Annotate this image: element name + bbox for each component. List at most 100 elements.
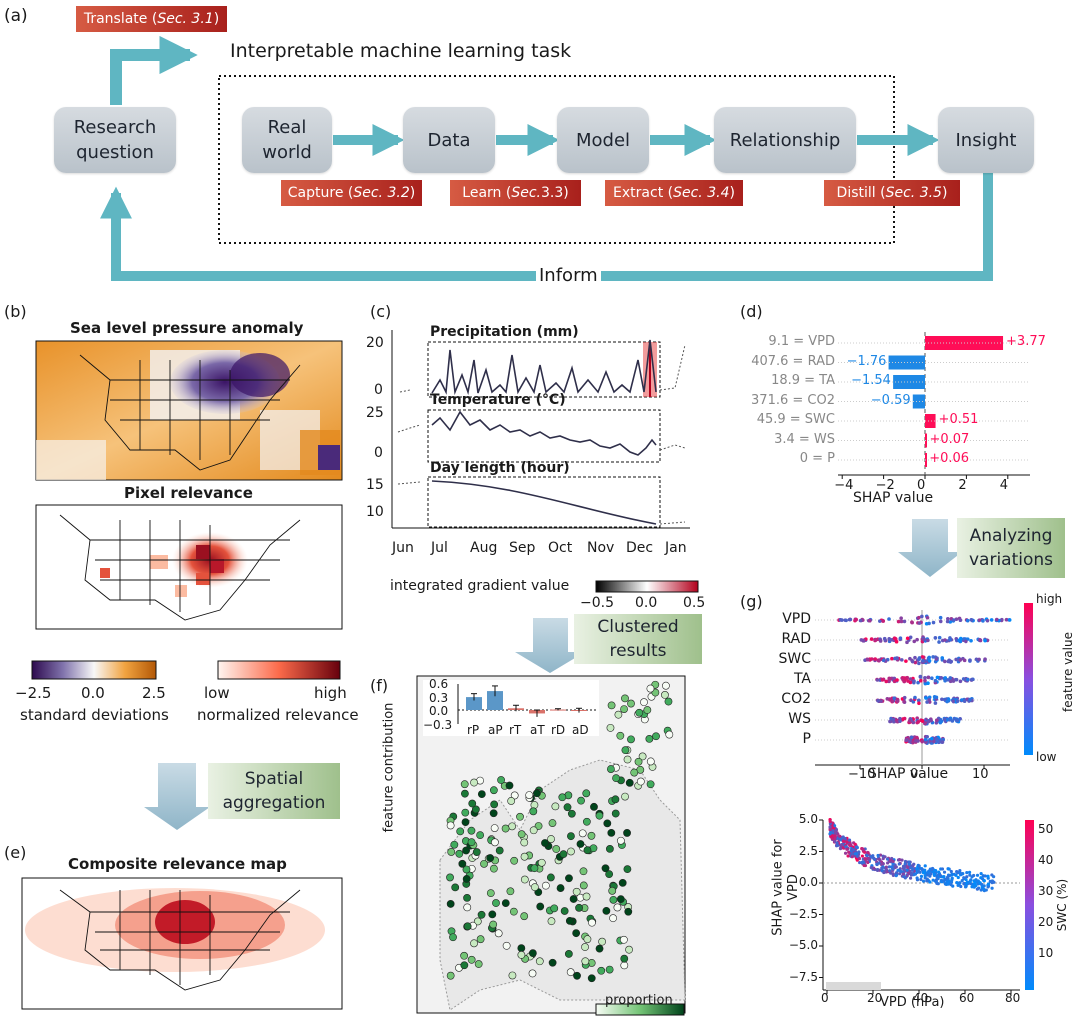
station-dot bbox=[582, 789, 591, 798]
beeswarm-point bbox=[930, 676, 934, 681]
dependence-point bbox=[851, 848, 855, 852]
station-dot bbox=[450, 840, 459, 849]
dependence-point bbox=[926, 870, 931, 874]
station-dot bbox=[597, 966, 606, 975]
beeswarm-point bbox=[948, 620, 953, 624]
station-dot bbox=[541, 881, 550, 890]
dependence-point bbox=[901, 872, 906, 876]
beeswarm-point bbox=[977, 657, 981, 662]
relevance-cbar-low: low bbox=[204, 684, 230, 702]
station-dot bbox=[607, 765, 615, 773]
relationship-box: Relationship bbox=[714, 107, 856, 173]
analyzing-variations-box: Analyzing variations bbox=[957, 518, 1065, 578]
beeswarm-point bbox=[927, 658, 932, 663]
beeswarm-point bbox=[939, 675, 944, 680]
dependence-point bbox=[876, 853, 880, 858]
beeswarm-point bbox=[969, 638, 973, 643]
station-dot bbox=[480, 859, 488, 868]
dependence-point bbox=[845, 847, 849, 851]
fc-cat-0: rP bbox=[467, 723, 480, 737]
station-dot bbox=[620, 954, 629, 963]
station-dot bbox=[621, 694, 629, 703]
dependence-point bbox=[962, 876, 966, 880]
model-box: Model bbox=[557, 107, 649, 173]
station-dot bbox=[517, 950, 526, 959]
beeswarm-point bbox=[981, 619, 985, 623]
dependence-point bbox=[986, 882, 991, 886]
station-dot bbox=[646, 780, 655, 789]
station-dot bbox=[489, 786, 498, 795]
dependence-point bbox=[923, 864, 927, 868]
beeswarm-point bbox=[917, 615, 921, 620]
beeswarm-point bbox=[958, 618, 963, 622]
beeswarm-point bbox=[1007, 618, 1012, 622]
dependence-point bbox=[860, 854, 864, 858]
dependence-point bbox=[847, 850, 851, 854]
beeswarm-point bbox=[923, 678, 927, 683]
beeswarm-point bbox=[899, 616, 903, 620]
beeswarm-point bbox=[938, 615, 943, 620]
beeswarm-point bbox=[913, 660, 918, 665]
dep-xlabel: VPD (hPa) bbox=[880, 995, 945, 1010]
dependence-point bbox=[949, 880, 954, 884]
beeswarm-point bbox=[958, 679, 963, 684]
beeswarm-point bbox=[923, 721, 928, 725]
beeswarm-point bbox=[918, 678, 923, 683]
beeswarm-point bbox=[983, 638, 987, 643]
dependence-point bbox=[964, 884, 968, 888]
station-dot bbox=[529, 826, 538, 835]
dependence-point bbox=[891, 859, 895, 863]
beeswarm-point bbox=[950, 719, 955, 723]
extract-tag-sec: Sec. 3.4 bbox=[673, 185, 730, 201]
dep-ytick-0: 5.0 bbox=[798, 812, 818, 826]
dependence-point bbox=[855, 845, 859, 850]
beeswarm-point bbox=[951, 679, 956, 683]
station-dot bbox=[625, 945, 633, 954]
dependence-point bbox=[841, 839, 846, 843]
station-dot bbox=[616, 731, 625, 740]
station-dot bbox=[474, 960, 483, 968]
slp-anomaly-map bbox=[35, 340, 343, 481]
spatial-line1: Spatial bbox=[244, 769, 304, 789]
spatial-aggregation-box: Spatial aggregation bbox=[208, 763, 340, 819]
relevance-colorbar bbox=[217, 660, 341, 680]
station-dot bbox=[613, 903, 622, 912]
station-dot bbox=[467, 955, 476, 964]
dependence-point bbox=[957, 881, 962, 885]
dependence-point bbox=[967, 870, 972, 874]
beeswarm-point bbox=[920, 655, 925, 659]
feature-value-colorbar bbox=[1024, 603, 1033, 755]
beeswarm-point bbox=[901, 717, 905, 721]
beeswarm-feature-3: TA bbox=[793, 671, 811, 687]
beeswarm-point bbox=[888, 719, 892, 724]
dependence-point bbox=[888, 869, 892, 873]
beeswarm-point bbox=[962, 699, 967, 704]
station-dot bbox=[535, 957, 544, 966]
dependence-point bbox=[982, 887, 986, 891]
station-dot bbox=[547, 835, 555, 843]
station-dot bbox=[520, 875, 529, 884]
station-dot bbox=[583, 846, 592, 855]
station-dot bbox=[578, 829, 587, 838]
translate-tag: Translate (Sec. 3.1) bbox=[76, 6, 227, 32]
dependence-point bbox=[887, 865, 891, 869]
real-world-line1: Real bbox=[267, 117, 307, 138]
dependence-point bbox=[886, 861, 890, 865]
station-dot bbox=[638, 752, 647, 761]
station-dot bbox=[565, 874, 573, 883]
dep-cbar-tick-0: 50 bbox=[1038, 822, 1054, 836]
station-dot bbox=[460, 780, 469, 789]
station-dot bbox=[550, 904, 559, 913]
station-dot bbox=[563, 803, 572, 812]
station-dot bbox=[548, 819, 557, 827]
station-dot bbox=[560, 907, 569, 915]
dependence-point bbox=[908, 876, 913, 880]
beeswarm-cbar-low: low bbox=[1036, 750, 1057, 764]
beeswarm-point bbox=[888, 637, 892, 642]
proportion-colorbar bbox=[595, 1003, 685, 1016]
dependence-point bbox=[950, 877, 954, 882]
relevance-cbar-high: high bbox=[314, 684, 347, 702]
waterfall-value-5: +0.07 bbox=[929, 431, 970, 447]
beeswarm-point bbox=[917, 656, 922, 660]
dep-cbar-tick-1: 40 bbox=[1038, 853, 1054, 867]
